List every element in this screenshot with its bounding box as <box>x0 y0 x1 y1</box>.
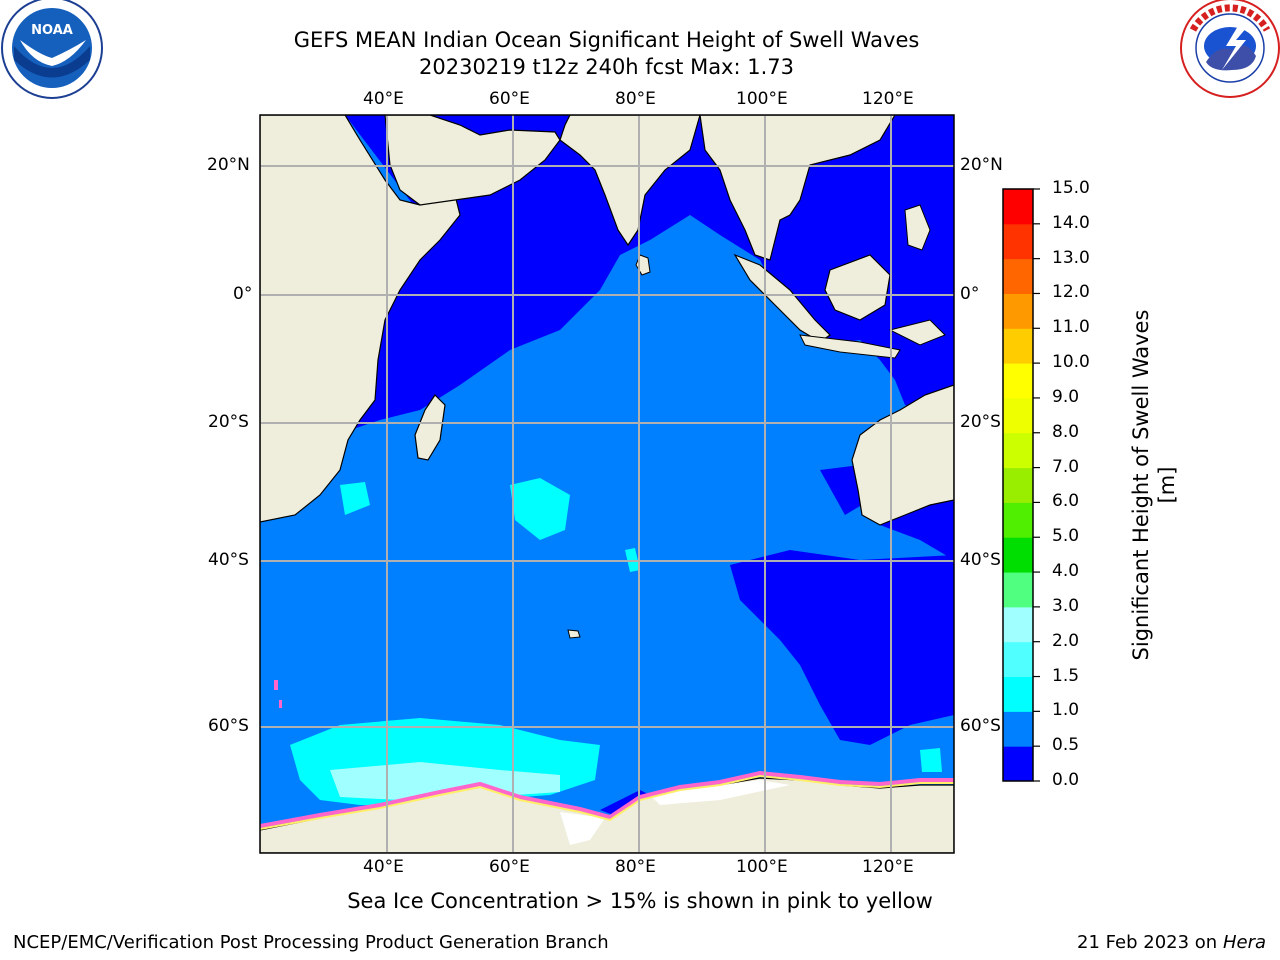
lat-label-left: 40°S <box>208 550 249 570</box>
lon-label-top: 80°E <box>615 89 656 109</box>
map-subtitle: 20230219 t12z 240h fcst Max: 1.73 <box>419 55 794 79</box>
colorbar-tick-label: 7.0 <box>1052 456 1080 477</box>
sea-ice-caption: Sea Ice Concentration > 15% is shown in … <box>347 889 933 913</box>
lon-label-bottom: 40°E <box>363 857 404 877</box>
colorbar-tick-label: 3.0 <box>1052 595 1080 616</box>
colorbar-segment <box>1003 606 1033 643</box>
colorbar-tick-label: 12.0 <box>1052 282 1090 303</box>
colorbar-segment <box>1003 432 1033 469</box>
lon-label-bottom: 120°E <box>862 857 914 877</box>
footer-machine: Hera <box>1222 932 1266 953</box>
lat-label-right: 40°S <box>960 550 1001 570</box>
colorbar-segment <box>1003 258 1033 294</box>
colorbar-tick-label: 5.0 <box>1052 526 1080 547</box>
lat-label-left: 20°N <box>207 155 250 175</box>
colorbar-segment <box>1003 189 1033 225</box>
lat-label-left: 20°S <box>208 412 249 432</box>
colorbar-tick-label: 0.0 <box>1052 770 1080 790</box>
lon-label-bottom: 60°E <box>489 857 530 877</box>
map-title: GEFS MEAN Indian Ocean Significant Heigh… <box>293 28 920 52</box>
colorbar-segment <box>1003 711 1033 747</box>
svg-text:NOAA: NOAA <box>31 23 73 38</box>
lat-label-left: 60°S <box>208 716 249 736</box>
colorbar-segment <box>1003 676 1033 712</box>
colorbar-segment <box>1003 502 1033 538</box>
lon-label-top: 100°E <box>736 89 788 109</box>
colorbar-segment <box>1003 746 1033 782</box>
colorbar-tick-label: 8.0 <box>1052 421 1080 442</box>
colorbar-tick-label: 4.0 <box>1052 561 1080 582</box>
lon-label-bottom: 100°E <box>736 857 788 877</box>
colorbar-frame <box>1002 188 1034 782</box>
colorbar-label: Significant Height of Swell Waves [m] <box>1129 309 1179 661</box>
colorbar <box>1003 188 1040 782</box>
footer-credit: NCEP/EMC/Verification Post Processing Pr… <box>13 932 609 953</box>
colorbar-segment <box>1003 641 1033 678</box>
colorbar-tick-label: 6.0 <box>1052 491 1080 512</box>
colorbar-tick-label: 0.5 <box>1052 735 1080 756</box>
colorbar-segment <box>1003 537 1033 573</box>
colorbar-tick-label: 11.0 <box>1052 317 1090 338</box>
lat-label-right: 60°S <box>960 716 1001 736</box>
colorbar-segment <box>1003 293 1033 329</box>
colorbar-tick-label: 2.0 <box>1052 630 1080 651</box>
colorbar-segment <box>1003 223 1033 260</box>
colorbar-tick-label: 1.0 <box>1052 700 1080 721</box>
colorbar-tick-label: 14.0 <box>1052 212 1090 233</box>
lon-label-bottom: 80°E <box>615 857 656 877</box>
colorbar-segment <box>1003 467 1033 503</box>
lon-label-top: 40°E <box>363 89 404 109</box>
lat-label-right: 20°N <box>960 155 1003 175</box>
colorbar-segment <box>1003 397 1033 434</box>
lat-label-left: 0° <box>233 284 253 304</box>
map-panel <box>260 115 954 853</box>
colorbar-tick-label: 9.0 <box>1052 386 1080 407</box>
colorbar-tick-label: 13.0 <box>1052 247 1090 268</box>
colorbar-segment <box>1003 363 1033 399</box>
colorbar-segment <box>1003 328 1033 364</box>
colorbar-tick-label: 10.0 <box>1052 352 1090 373</box>
nws-logo <box>1180 0 1280 98</box>
noaa-logo: NOAA <box>1 0 103 99</box>
lon-label-top: 120°E <box>862 89 914 109</box>
lon-label-top: 60°E <box>489 89 530 109</box>
colorbar-tick-label: 1.5 <box>1052 665 1080 686</box>
footer-date: 21 Feb 2023 on Hera <box>1077 932 1266 953</box>
lat-label-right: 20°S <box>960 412 1001 432</box>
colorbar-tick-label: 15.0 <box>1052 178 1090 198</box>
lat-label-right: 0° <box>960 284 980 304</box>
map-frame <box>259 114 955 854</box>
colorbar-segment <box>1003 572 1033 608</box>
